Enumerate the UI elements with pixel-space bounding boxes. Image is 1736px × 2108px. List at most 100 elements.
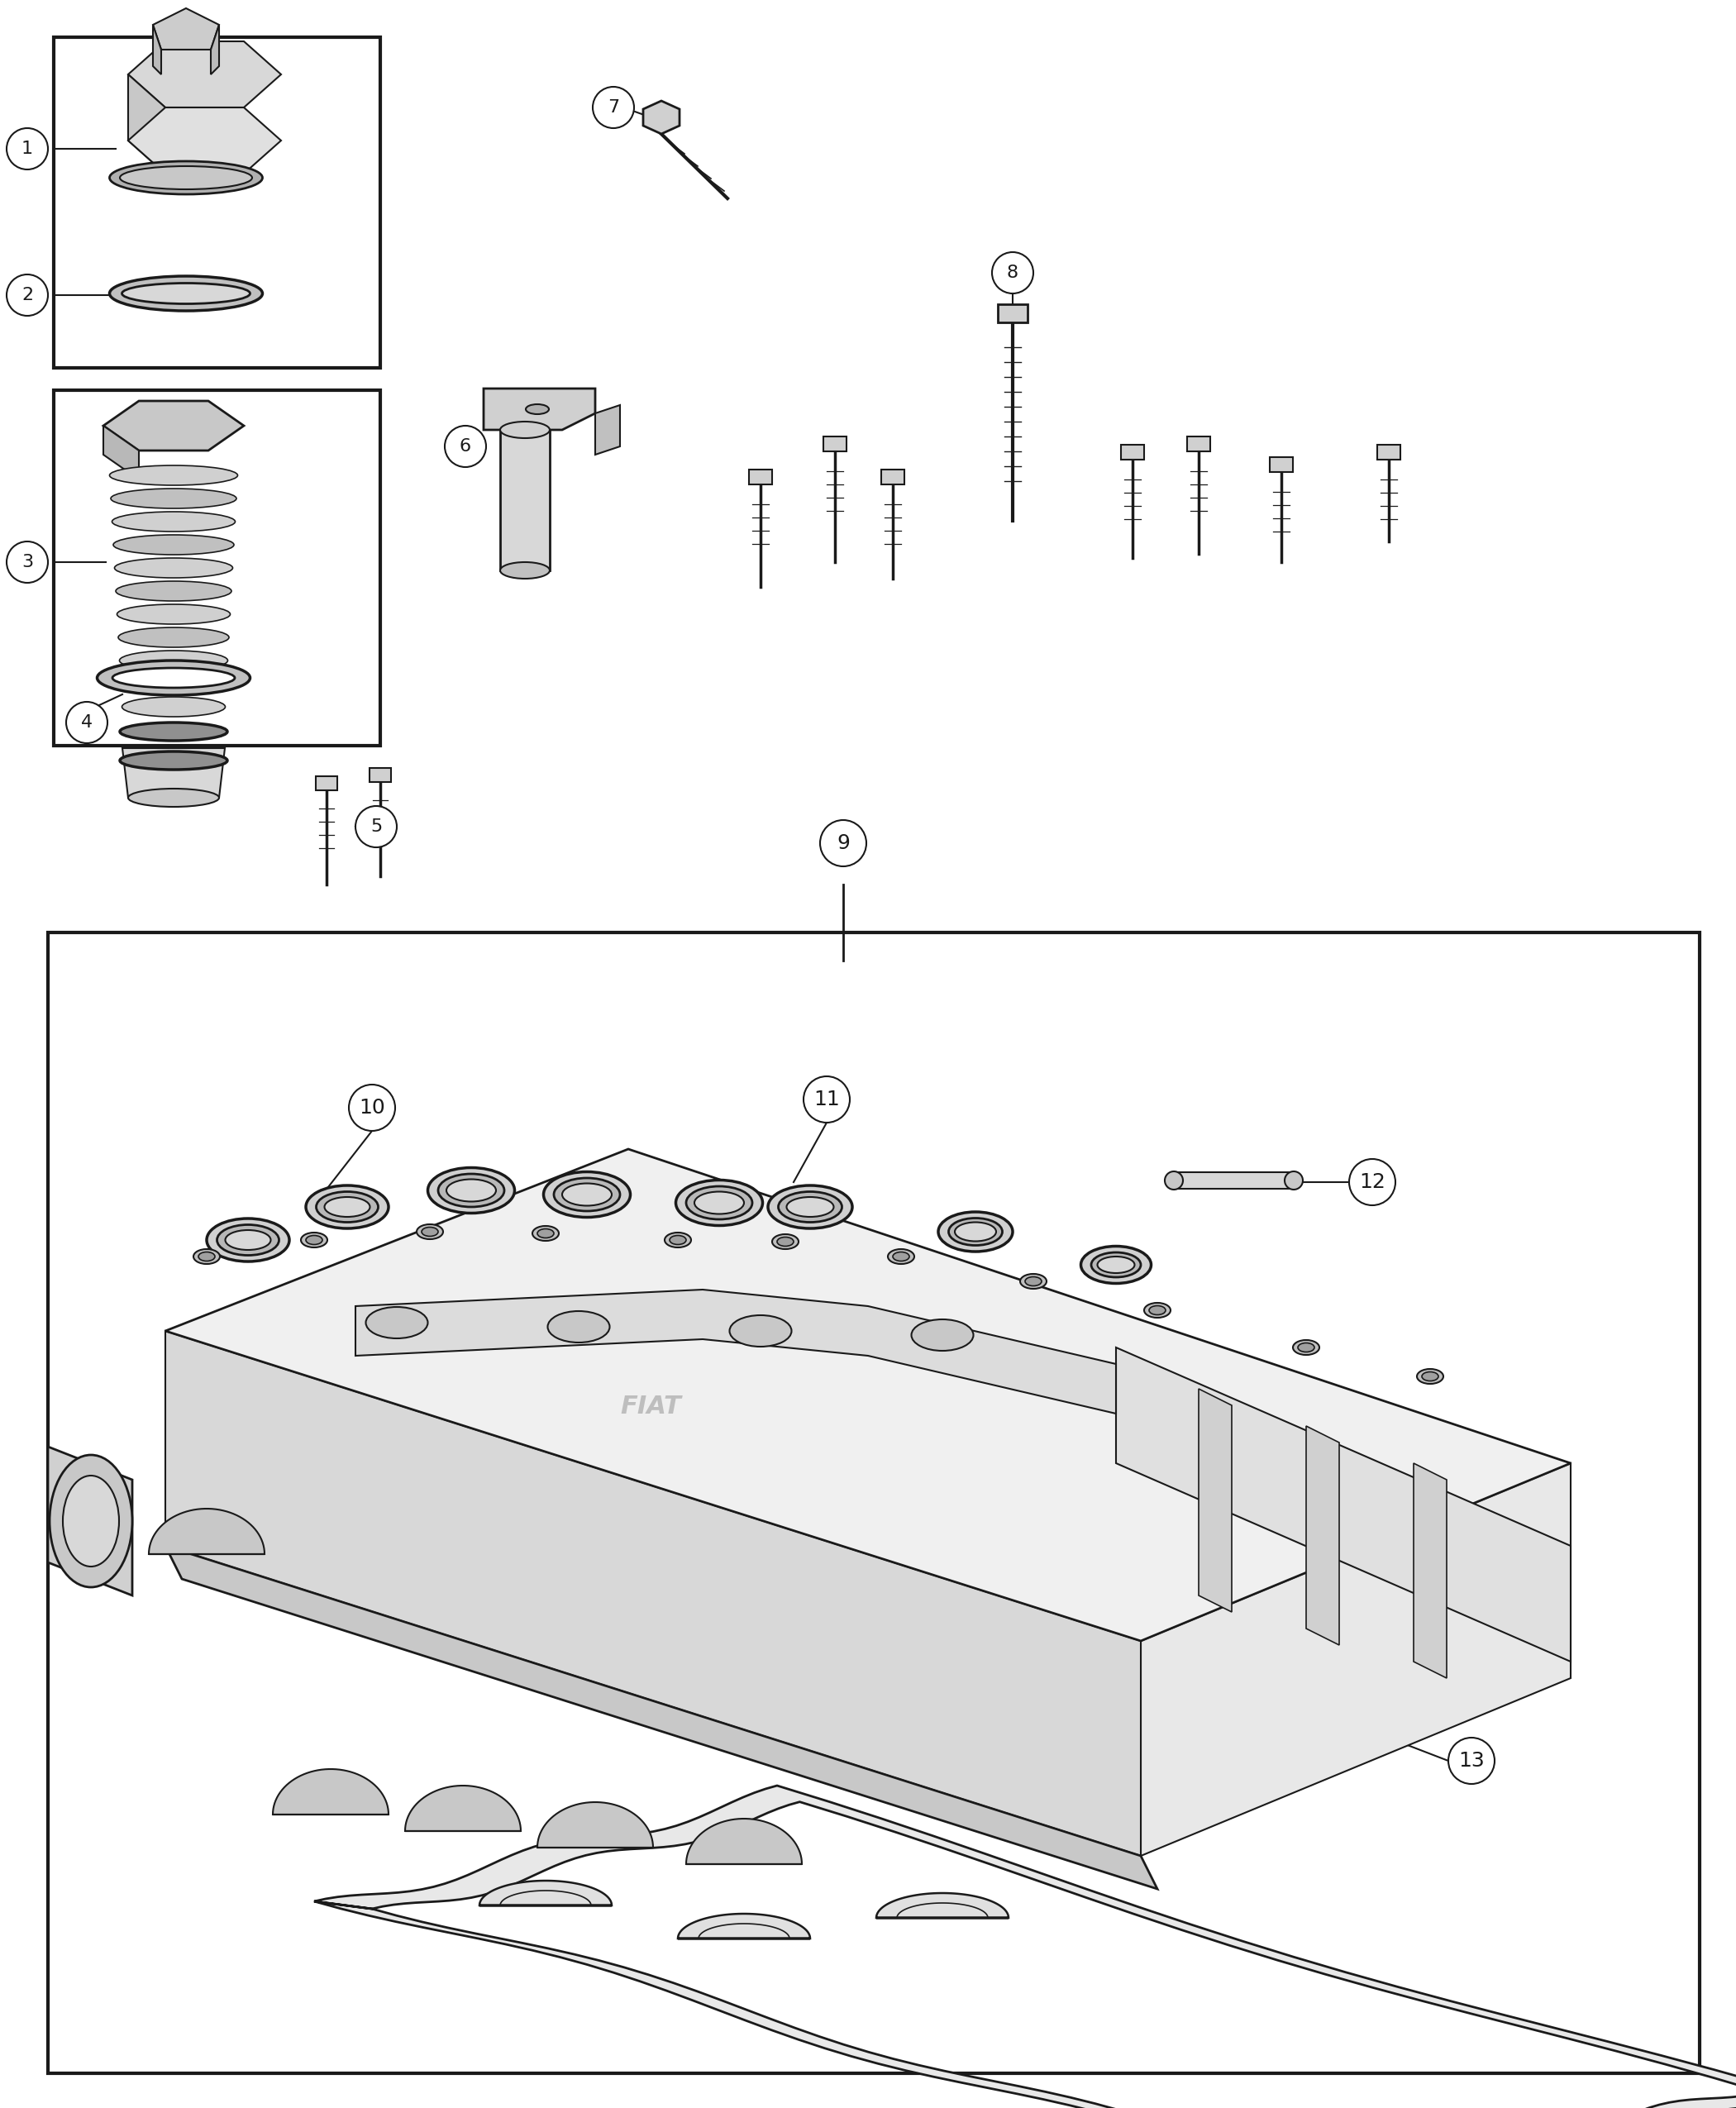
Bar <box>748 470 773 485</box>
Ellipse shape <box>937 1212 1012 1252</box>
Ellipse shape <box>1299 1343 1314 1351</box>
Bar <box>49 932 1700 2074</box>
Polygon shape <box>273 1769 389 1815</box>
Bar <box>882 470 904 485</box>
Ellipse shape <box>128 788 219 807</box>
Ellipse shape <box>122 282 250 304</box>
Ellipse shape <box>786 1197 833 1216</box>
Ellipse shape <box>538 1229 554 1237</box>
Polygon shape <box>1413 1463 1446 1678</box>
Circle shape <box>7 129 49 169</box>
Text: 9: 9 <box>837 833 849 854</box>
Polygon shape <box>153 8 219 51</box>
Text: 7: 7 <box>608 99 620 116</box>
Ellipse shape <box>773 1233 799 1250</box>
Polygon shape <box>210 25 219 74</box>
Polygon shape <box>877 1893 1009 1918</box>
Polygon shape <box>538 1802 653 1847</box>
Circle shape <box>804 1077 851 1124</box>
Ellipse shape <box>675 1180 762 1225</box>
Ellipse shape <box>207 1218 290 1261</box>
Ellipse shape <box>1422 1372 1439 1381</box>
Polygon shape <box>49 1446 132 1596</box>
Polygon shape <box>128 42 281 108</box>
Ellipse shape <box>109 160 262 194</box>
Ellipse shape <box>500 422 550 438</box>
Circle shape <box>819 820 866 866</box>
Bar <box>823 436 847 451</box>
Text: 1: 1 <box>21 141 33 158</box>
Circle shape <box>66 702 108 744</box>
Polygon shape <box>128 108 281 173</box>
Polygon shape <box>128 74 165 173</box>
Polygon shape <box>153 25 161 74</box>
Ellipse shape <box>122 675 226 694</box>
Polygon shape <box>686 1819 802 1863</box>
Ellipse shape <box>446 1178 496 1202</box>
Ellipse shape <box>1293 1341 1319 1355</box>
Ellipse shape <box>50 1455 132 1587</box>
Polygon shape <box>314 1785 1736 2108</box>
Circle shape <box>356 805 398 847</box>
Ellipse shape <box>1285 1172 1302 1189</box>
Polygon shape <box>404 1785 521 1832</box>
Bar <box>54 38 380 369</box>
Bar <box>316 776 337 790</box>
Ellipse shape <box>366 1307 427 1339</box>
Ellipse shape <box>1082 1246 1151 1284</box>
Polygon shape <box>1305 1425 1338 1644</box>
Bar <box>1174 1172 1293 1189</box>
Ellipse shape <box>427 1168 514 1212</box>
Ellipse shape <box>116 582 231 601</box>
Ellipse shape <box>118 628 229 647</box>
Ellipse shape <box>1417 1368 1443 1383</box>
Polygon shape <box>149 1509 264 1554</box>
Ellipse shape <box>533 1227 559 1242</box>
Polygon shape <box>165 1149 1571 1640</box>
Ellipse shape <box>955 1223 996 1242</box>
Ellipse shape <box>1165 1172 1182 1189</box>
Text: 3: 3 <box>21 554 33 571</box>
Text: 6: 6 <box>460 438 470 455</box>
Ellipse shape <box>892 1252 910 1261</box>
Ellipse shape <box>113 535 234 554</box>
Ellipse shape <box>543 1172 630 1216</box>
Ellipse shape <box>1144 1303 1170 1318</box>
Ellipse shape <box>686 1187 752 1218</box>
Polygon shape <box>104 401 243 451</box>
Ellipse shape <box>554 1178 620 1212</box>
Ellipse shape <box>729 1315 792 1347</box>
Ellipse shape <box>316 1191 378 1223</box>
Ellipse shape <box>887 1250 915 1265</box>
Circle shape <box>991 253 1033 293</box>
Ellipse shape <box>306 1185 389 1229</box>
Ellipse shape <box>778 1191 842 1223</box>
Ellipse shape <box>948 1218 1002 1246</box>
Circle shape <box>349 1086 396 1130</box>
Ellipse shape <box>694 1191 745 1214</box>
Ellipse shape <box>547 1311 609 1343</box>
Ellipse shape <box>1024 1277 1042 1286</box>
Ellipse shape <box>62 1476 120 1566</box>
Bar <box>1187 436 1210 451</box>
Text: 13: 13 <box>1458 1752 1484 1771</box>
Circle shape <box>1349 1159 1396 1206</box>
Bar <box>1377 445 1401 460</box>
Ellipse shape <box>113 668 234 687</box>
Ellipse shape <box>120 651 227 670</box>
Ellipse shape <box>325 1197 370 1216</box>
Ellipse shape <box>109 276 262 310</box>
Ellipse shape <box>198 1252 215 1261</box>
Text: 2: 2 <box>21 287 33 304</box>
Ellipse shape <box>1021 1273 1047 1288</box>
Polygon shape <box>1116 1347 1571 1661</box>
Text: 8: 8 <box>1007 264 1019 280</box>
Ellipse shape <box>116 605 231 624</box>
Ellipse shape <box>670 1235 686 1244</box>
Ellipse shape <box>422 1227 437 1235</box>
Ellipse shape <box>120 750 227 769</box>
Text: 11: 11 <box>814 1090 840 1109</box>
Ellipse shape <box>115 559 233 578</box>
Polygon shape <box>356 1290 1116 1414</box>
Ellipse shape <box>665 1233 691 1248</box>
